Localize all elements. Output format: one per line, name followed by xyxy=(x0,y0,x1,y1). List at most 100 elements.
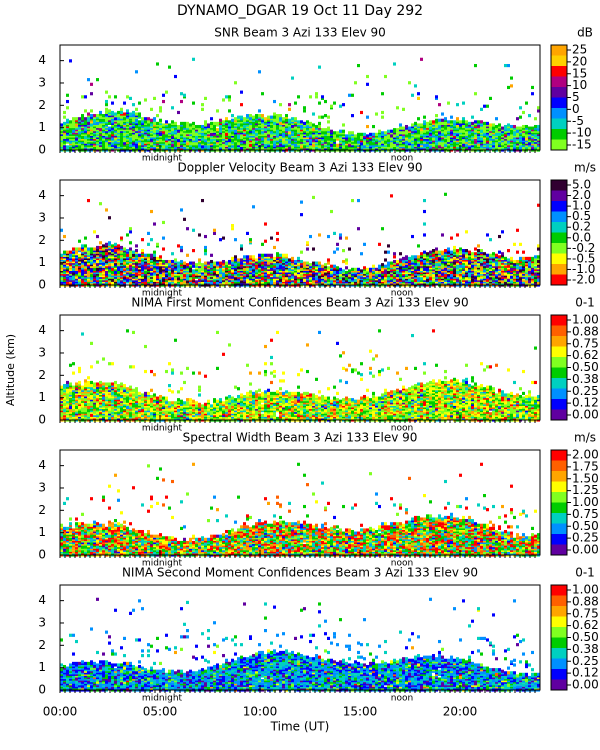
echo-cell xyxy=(366,267,369,271)
echo-cell xyxy=(72,117,75,121)
echo-cell xyxy=(81,269,84,273)
echo-cell xyxy=(312,277,315,281)
echo-cell xyxy=(126,249,129,253)
echo-cell xyxy=(321,270,324,275)
echo-cell xyxy=(78,253,81,257)
echo-cell xyxy=(528,126,531,130)
echo-cell xyxy=(153,222,156,226)
echo-cell xyxy=(87,112,90,116)
echo-cell xyxy=(342,129,345,133)
echo-cell xyxy=(207,261,210,265)
echo-cell xyxy=(90,247,93,251)
echo-cell xyxy=(240,115,243,119)
echo-cell xyxy=(69,250,72,254)
y-tick-label: 1 xyxy=(38,120,46,134)
echo-cell xyxy=(210,253,213,257)
echo-cell xyxy=(507,85,510,90)
echo-cell xyxy=(141,117,144,121)
echo-cell xyxy=(240,258,243,262)
echo-cell xyxy=(288,103,291,107)
echo-cell xyxy=(273,245,276,250)
echo-cell xyxy=(300,124,303,129)
echo-cell xyxy=(72,281,75,286)
echo-cell xyxy=(108,269,111,273)
echo-cell xyxy=(444,126,447,130)
echo-cell xyxy=(243,255,246,259)
echo-cell xyxy=(240,146,243,151)
echo-cell xyxy=(162,259,165,264)
echo-cell xyxy=(75,267,78,271)
echo-cell xyxy=(219,118,222,122)
echo-cell xyxy=(183,132,186,136)
echo-cell xyxy=(525,101,528,105)
echo-cell xyxy=(192,129,195,133)
echo-cell xyxy=(165,259,168,264)
echo-cell xyxy=(87,131,90,135)
echo-cell xyxy=(351,131,354,135)
echo-cell xyxy=(177,277,180,281)
echo-cell xyxy=(411,93,414,97)
echo-cell xyxy=(339,233,342,237)
y-tick-label: 4 xyxy=(38,53,46,67)
echo-cell xyxy=(81,145,84,149)
echo-cell xyxy=(129,120,132,124)
echo-cell xyxy=(219,261,222,265)
echo-cell xyxy=(327,126,330,130)
echo-cell xyxy=(300,213,303,217)
echo-cell xyxy=(225,117,228,121)
echo-cell xyxy=(516,126,519,130)
echo-cell xyxy=(375,281,378,286)
echo-cell xyxy=(447,145,450,149)
echo-cell xyxy=(537,128,540,132)
echo-cell xyxy=(345,261,348,265)
echo-cell xyxy=(156,242,159,246)
echo-cell xyxy=(105,103,108,107)
echo-cell xyxy=(90,114,93,118)
echo-cell xyxy=(342,269,345,273)
colorbar-swatch xyxy=(551,118,567,130)
echo-cell xyxy=(162,99,165,104)
echo-cell xyxy=(480,126,483,130)
echo-cell xyxy=(360,132,363,136)
echo-cell xyxy=(144,139,147,143)
echo-cell xyxy=(276,238,279,242)
echo-cell xyxy=(276,137,279,141)
echo-cell xyxy=(510,135,513,140)
echo-cell xyxy=(318,101,321,105)
echo-cell xyxy=(483,126,486,130)
echo-cell xyxy=(252,115,255,119)
echo-cell xyxy=(258,70,261,74)
colorbar-tick-label: 25 xyxy=(572,43,587,57)
echo-cell xyxy=(303,106,306,110)
echo-cell xyxy=(153,258,156,262)
echo-cell xyxy=(165,90,168,94)
echo-cell xyxy=(348,139,351,143)
echo-cell xyxy=(384,74,387,79)
echo-cell xyxy=(174,146,177,151)
echo-cell xyxy=(336,266,339,270)
colorbar-tick-label: 5 xyxy=(572,90,580,104)
echo-cell xyxy=(411,123,414,127)
echo-cell xyxy=(147,126,150,130)
echo-cell xyxy=(168,123,171,127)
echo-cell xyxy=(300,250,303,254)
echo-cell xyxy=(177,124,180,129)
echo-cell xyxy=(192,249,195,253)
echo-cell xyxy=(342,103,345,107)
echo-cell xyxy=(447,120,450,124)
echo-cell xyxy=(348,247,351,251)
echo-cell xyxy=(336,143,339,147)
echo-cell xyxy=(117,244,120,248)
echo-cell xyxy=(204,145,207,149)
echo-cell xyxy=(303,261,306,265)
echo-cell xyxy=(240,280,243,284)
echo-cell xyxy=(468,134,471,138)
echo-cell xyxy=(156,62,159,66)
echo-cell xyxy=(81,244,84,248)
echo-cell xyxy=(216,261,219,265)
echo-cell xyxy=(120,135,123,140)
echo-cell xyxy=(120,107,123,111)
echo-cell xyxy=(96,78,99,82)
echo-cell xyxy=(72,275,75,279)
echo-cell xyxy=(384,131,387,135)
